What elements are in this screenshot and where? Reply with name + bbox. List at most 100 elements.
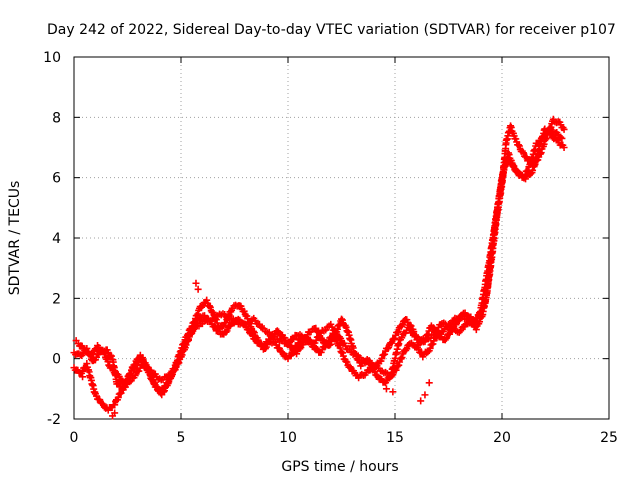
data-point-track-c [312,336,320,344]
data-point-track-a [472,326,480,334]
data-point-track-b [165,378,173,386]
data-point-outliers [111,409,119,417]
data-point-track-a [203,296,211,304]
data-point-track-b [210,322,218,330]
data-point-outliers [79,373,87,381]
data-point-track-c [337,334,345,342]
data-point-track-a [388,339,396,347]
y-axis-label: SDTVAR / TECUs [7,181,23,296]
data-point-track-c [516,169,524,177]
data-point-track-c [183,336,191,344]
data-point-outliers [389,388,397,396]
y-tick-label: 2 [52,291,61,307]
data-point-track-a [378,355,386,363]
data-point-track-a [385,344,393,352]
data-point-track-b [343,358,351,366]
data-point-track-a [107,352,115,360]
data-point-outliers [194,285,202,293]
data-point-track-b [117,389,125,397]
data-point-track-c [523,167,531,175]
data-point-track-b [287,351,295,359]
data-point-track-a [206,303,214,311]
data-point-outliers [382,385,390,393]
x-tick-label: 20 [493,430,511,446]
data-point-track-b [426,344,434,352]
data-point-outliers [192,279,200,287]
data-point-track-b [560,125,568,133]
data-point-track-c [257,323,265,331]
data-point-track-c [171,363,179,371]
data-point-track-b [290,346,298,354]
data-point-track-a [398,321,406,329]
data-point-track-c [104,358,112,366]
data-point-track-c [341,342,349,350]
y-tick-label: 10 [43,50,61,66]
data-point-track-c [524,166,532,174]
y-tick-label: -2 [47,412,61,428]
data-point-track-a [338,315,345,323]
data-point-outliers [417,397,425,405]
data-point-track-c [89,350,97,358]
data-point-track-b [131,360,139,368]
data-point-track-c [115,373,123,381]
data-point-track-b [312,344,320,352]
data-point-track-a [218,323,226,331]
chart-title: Day 242 of 2022, Sidereal Day-to-day VTE… [47,22,616,38]
data-point-track-b [403,345,411,353]
data-point-track-b [336,344,344,352]
y-tick-label: 4 [52,231,61,247]
data-point-track-b [222,328,230,336]
data-point-track-a [384,345,392,353]
data-point-track-b [333,336,341,344]
data-point-outliers [425,379,433,387]
data-point-track-b [278,348,286,356]
y-tick-label: 6 [52,171,61,187]
data-point-track-a [381,350,389,358]
data-point-track-c [100,348,108,356]
data-point-track-c [505,156,513,164]
data-point-outliers [421,391,429,399]
ticks: 0 5 10 15 20 25 -2 0 2 4 6 8 10 [43,50,618,446]
data-point-track-c [101,350,109,358]
data-point-track-c [398,334,406,342]
data-point-track-b [395,361,403,369]
data-point-track-c [88,351,96,359]
data-point-track-c [131,372,139,380]
data-point-track-c [430,331,438,339]
data-point-track-b [136,351,144,359]
x-tick-label: 15 [386,430,404,446]
data-point-track-b [325,337,333,345]
data-point-track-a [393,328,401,336]
data-point-track-a [342,323,350,331]
grid [74,57,609,419]
y-tick-label: 8 [52,110,61,126]
data-point-track-a [338,316,346,324]
x-tick-label: 10 [279,430,297,446]
data-point-track-c [558,134,566,142]
data-point-track-b [515,142,523,150]
data-point-track-a [343,327,351,335]
data-point-track-b [114,393,122,401]
data-point-track-c [557,133,565,141]
data-point-track-b [397,355,405,363]
x-axis-label: GPS time / hours [281,459,398,475]
data-point-track-c [288,335,296,343]
data-point-track-b [320,343,328,351]
data-point-track-b [111,401,119,409]
data-point-track-a [205,302,213,310]
y-tick-label: 0 [52,352,61,368]
data-point-track-a [394,327,402,335]
data-point-track-c [316,332,324,340]
data-point-track-a [560,144,568,151]
data-point-track-c [332,327,340,335]
data-point-track-a [273,327,281,335]
data-point-track-b [398,353,406,361]
data-point-track-c [478,307,486,315]
data-point-track-a [312,324,320,332]
data-point-track-a [442,334,450,342]
x-tick-label: 5 [177,430,186,446]
data-point-track-b [373,371,381,379]
data-point-track-b [415,345,423,353]
